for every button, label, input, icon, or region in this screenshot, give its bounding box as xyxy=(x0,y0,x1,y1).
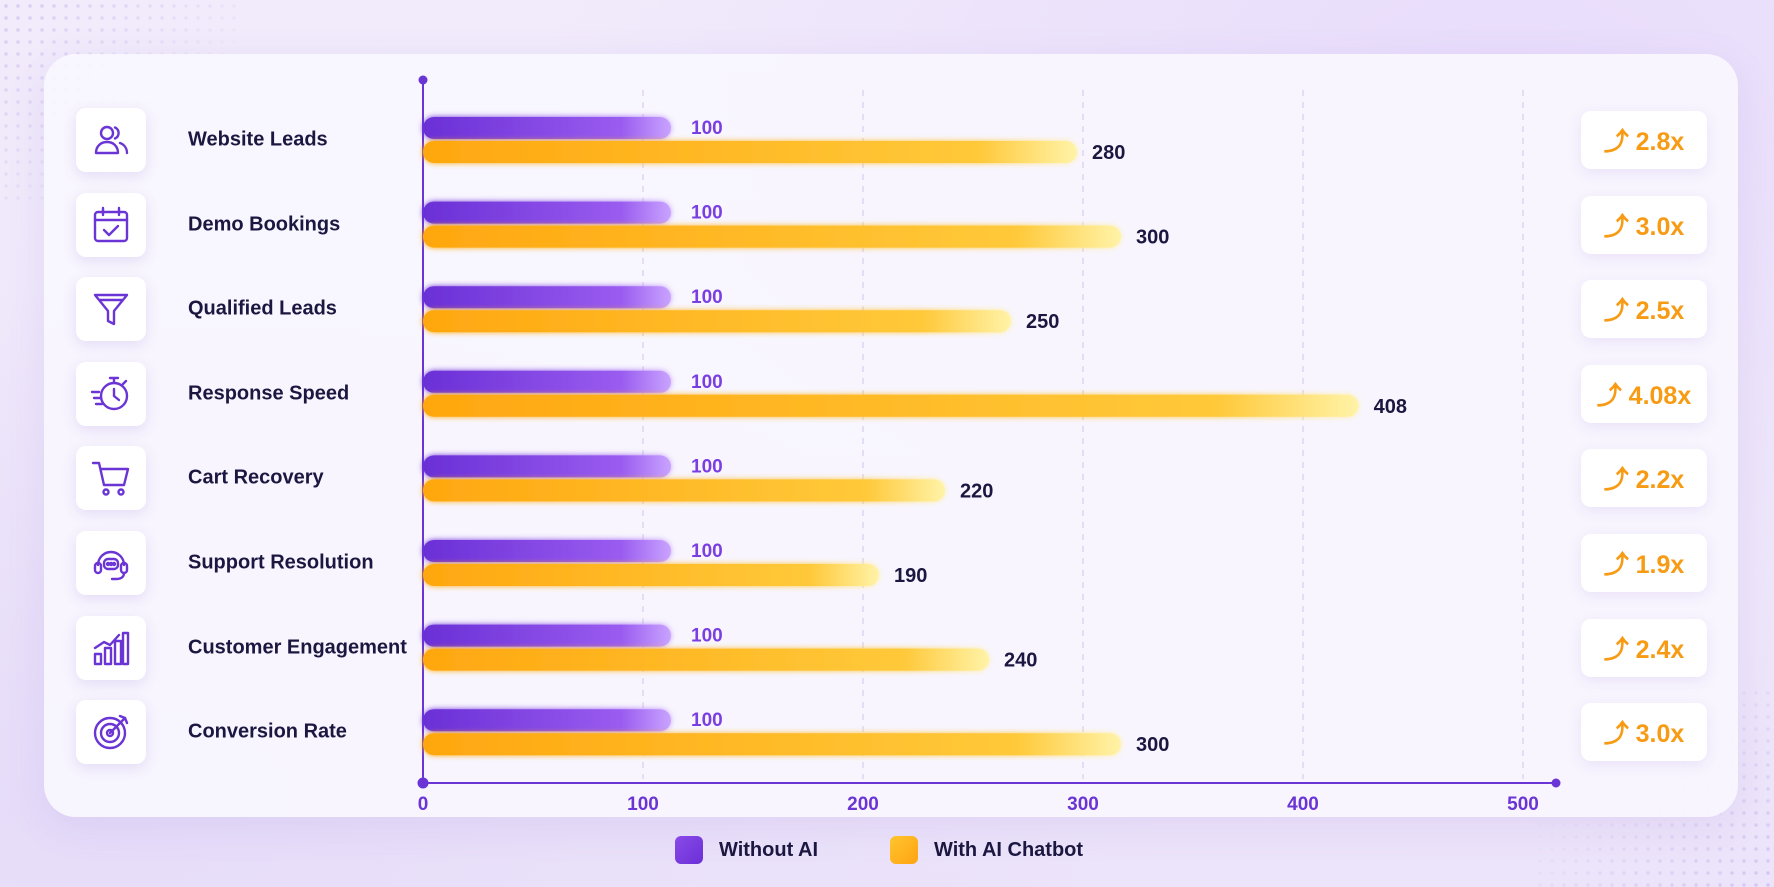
legend-label-with-ai: With AI Chatbot xyxy=(934,838,1084,861)
bar-without-ai-1 xyxy=(423,117,671,139)
value-label-with-ai-7: 240 xyxy=(1004,650,1037,672)
value-label-without-ai-6: 100 xyxy=(691,541,723,562)
bar-without-ai-8 xyxy=(423,709,671,732)
bar-with-ai-3 xyxy=(423,310,1011,333)
category-label: Qualified Leads xyxy=(188,297,337,320)
value-label-with-ai-8: 300 xyxy=(1136,734,1169,756)
headset-icon xyxy=(76,531,146,595)
bar-with-ai-2 xyxy=(423,225,1121,248)
bar-without-ai-6 xyxy=(423,540,671,562)
shopping-cart-icon xyxy=(76,446,146,511)
x-axis-end-dot xyxy=(1551,778,1561,788)
value-label-without-ai-2: 100 xyxy=(691,203,723,224)
value-label-without-ai-7: 100 xyxy=(691,626,723,647)
chart-card xyxy=(44,54,1738,817)
growth-badge: ⤴ 3.0x xyxy=(1581,703,1707,762)
legend-label-without-ai: Without AI xyxy=(719,838,819,861)
value-label-without-ai-5: 100 xyxy=(691,456,723,477)
funnel-icon xyxy=(76,277,146,342)
x-tick-label-400: 400 xyxy=(1287,794,1319,815)
category-label: Response Speed xyxy=(188,382,350,405)
users-icon xyxy=(76,108,146,172)
bar-with-ai-4 xyxy=(423,394,1359,417)
value-label-without-ai-4: 100 xyxy=(691,372,723,393)
legend-swatch-with-ai xyxy=(890,836,918,864)
bar-with-ai-1 xyxy=(423,141,1077,163)
category-label: Website Leads xyxy=(188,128,328,151)
bar-without-ai-3 xyxy=(423,286,671,309)
bar-with-ai-8 xyxy=(423,733,1121,756)
legend-item-with-ai: With AI Chatbot xyxy=(890,836,1083,864)
y-axis-end-dot xyxy=(418,75,428,85)
target-icon xyxy=(76,700,146,765)
category-label: Customer Engagement xyxy=(188,636,407,659)
legend-swatch-without-ai xyxy=(675,836,703,864)
growth-badge: ⤴ 3.0x xyxy=(1581,195,1707,254)
growth-badge: ⤴ 2.2x xyxy=(1581,449,1707,508)
x-tick-label-500: 500 xyxy=(1507,794,1539,815)
x-tick-label-0: 0 xyxy=(418,794,429,815)
value-label-with-ai-2: 300 xyxy=(1136,227,1169,249)
growth-badge: ⤴ 1.9x xyxy=(1581,534,1707,592)
category-label: Conversion Rate xyxy=(188,720,347,743)
value-label-with-ai-6: 190 xyxy=(894,565,927,587)
category-label: Support Resolution xyxy=(188,551,374,574)
growth-badge: ⤴ 2.5x xyxy=(1581,280,1707,339)
axis-origin-dot xyxy=(417,777,429,789)
x-tick-label-200: 200 xyxy=(847,794,879,815)
bar-with-ai-5 xyxy=(423,479,945,502)
growth-badge: ⤴ 2.4x xyxy=(1581,618,1707,677)
value-label-without-ai-3: 100 xyxy=(691,287,723,308)
bar-with-ai-7 xyxy=(423,648,989,671)
bar-without-ai-7 xyxy=(423,624,671,647)
value-label-with-ai-5: 220 xyxy=(960,480,993,502)
legend-item-without-ai: Without AI xyxy=(675,836,818,864)
growth-badge: ⤴ 4.08x xyxy=(1581,364,1707,423)
growth-badge: ⤴ 2.8x xyxy=(1581,111,1707,169)
value-label-without-ai-8: 100 xyxy=(691,710,723,731)
bar-without-ai-2 xyxy=(423,201,671,224)
x-tick-label-300: 300 xyxy=(1067,794,1099,815)
value-label-without-ai-1: 100 xyxy=(691,118,723,139)
bar-without-ai-4 xyxy=(423,370,671,393)
category-label: Cart Recovery xyxy=(188,466,324,489)
bar-without-ai-5 xyxy=(423,455,671,478)
stopwatch-icon xyxy=(76,361,146,426)
bar-with-ai-6 xyxy=(423,564,879,586)
value-label-with-ai-1: 280 xyxy=(1092,142,1125,164)
calendar-check-icon xyxy=(76,192,146,257)
bar-growth-icon xyxy=(76,615,146,680)
x-tick-label-100: 100 xyxy=(627,794,659,815)
value-label-with-ai-3: 250 xyxy=(1026,311,1059,333)
category-label: Demo Bookings xyxy=(188,213,341,236)
value-label-with-ai-4: 408 xyxy=(1374,396,1407,418)
